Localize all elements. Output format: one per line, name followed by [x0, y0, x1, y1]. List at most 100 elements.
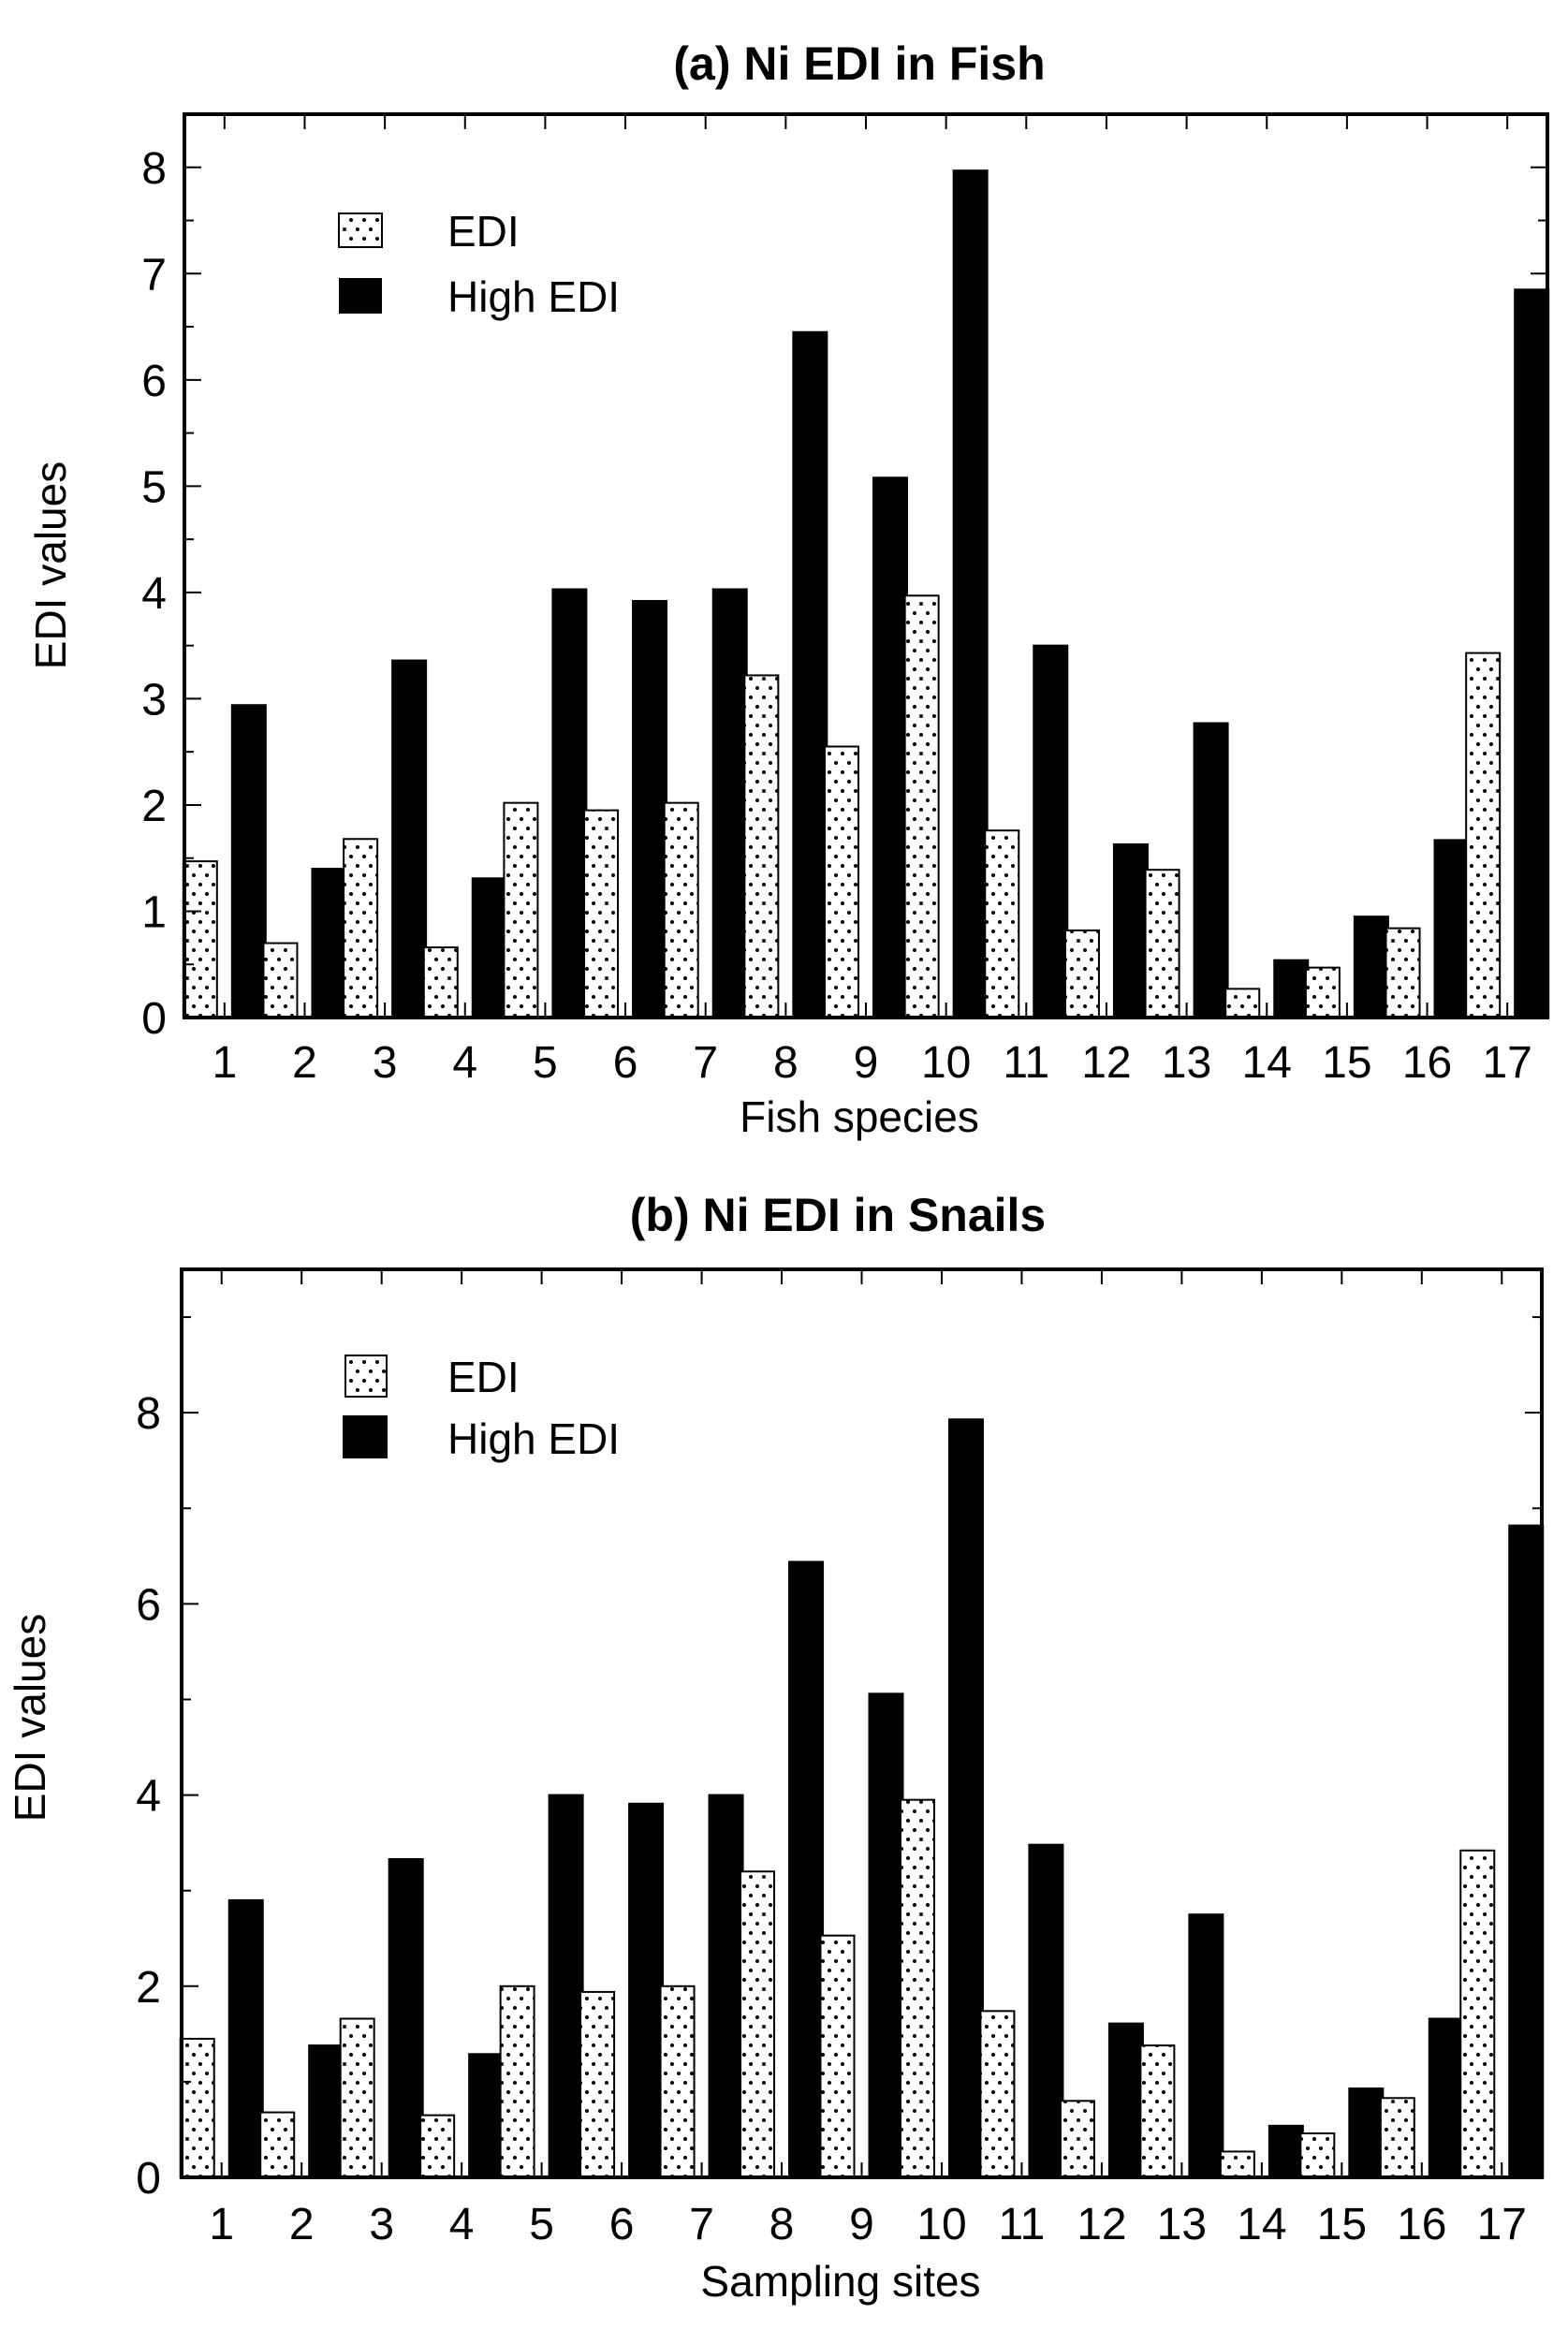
bar-high-edi-10 — [952, 169, 989, 1018]
bar-edi-11 — [979, 2010, 1016, 2179]
x-tick-label: 16 — [1402, 1038, 1452, 1088]
x-tick-label: 5 — [529, 2200, 554, 2249]
bar-edi-16 — [1385, 927, 1421, 1019]
bar-edi-15 — [1304, 966, 1341, 1019]
x-tick-label: 2 — [289, 2200, 315, 2249]
legend-label-edi: EDI — [447, 1353, 520, 1401]
y-tick-label: 2 — [136, 1963, 161, 2013]
bar-edi-2 — [259, 2111, 296, 2178]
bar-edi-2 — [262, 942, 299, 1019]
bar-edi-11 — [984, 829, 1020, 1018]
y-axis-label: EDI values — [6, 1614, 54, 1822]
bar-high-edi-14 — [1268, 2124, 1304, 2178]
bar-edi-7 — [659, 1985, 696, 2179]
y-tick-label: 0 — [136, 2154, 161, 2204]
bars — [182, 169, 1550, 1019]
bar-high-edi-1 — [230, 704, 267, 1018]
legend-swatch-high-edi — [339, 278, 382, 314]
x-tick-label: 10 — [921, 1038, 971, 1088]
x-tick-labels: 1 2 3 4 5 6 7 8 9 10 11 12 13 14 15 16 17 — [209, 2200, 1527, 2249]
bar-edi-1 — [179, 2037, 215, 2178]
legend-swatch-high-edi — [343, 1415, 388, 1458]
bar-edi-14 — [1219, 2150, 1255, 2179]
x-tick-label: 5 — [533, 1038, 558, 1088]
bar-edi-12 — [1059, 2100, 1095, 2178]
chart-title: (b) Ni EDI in Snails — [630, 1189, 1046, 1241]
bar-high-edi-16 — [1428, 2017, 1464, 2179]
x-tick-label: 3 — [373, 1038, 398, 1088]
bar-high-edi-13 — [1188, 1913, 1224, 2179]
bar-edi-3 — [343, 838, 379, 1018]
bar-high-edi-8 — [788, 1560, 825, 2179]
x-tick-label: 9 — [854, 1038, 879, 1088]
legend-label-high-edi: High EDI — [447, 272, 620, 321]
legend: EDI High EDI — [343, 1353, 620, 1463]
x-tick-label: 15 — [1317, 2200, 1367, 2249]
bar-high-edi-2 — [308, 2044, 344, 2178]
x-tick-labels: 1 2 3 4 5 6 7 8 9 10 11 12 13 14 15 16 17 — [212, 1038, 1531, 1088]
x-tick-label: 3 — [369, 2200, 394, 2249]
bar-high-edi-11 — [1028, 1843, 1064, 2179]
x-tick-label: 11 — [1003, 1038, 1049, 1088]
bar-high-edi-8 — [792, 330, 828, 1018]
bar-high-edi-9 — [868, 1692, 904, 2179]
bar-edi-3 — [339, 2017, 375, 2179]
bar-edi-1 — [182, 860, 218, 1018]
bar-edi-6 — [579, 1990, 616, 2178]
bar-high-edi-15 — [1353, 915, 1389, 1018]
y-tick-label: 6 — [136, 1580, 161, 1630]
bar-edi-6 — [583, 809, 620, 1019]
bar-high-edi-3 — [391, 659, 428, 1019]
bar-high-edi-14 — [1273, 959, 1310, 1018]
y-tick-label: 7 — [141, 250, 167, 300]
y-tick-label: 5 — [141, 462, 167, 512]
y-tick-label: 4 — [136, 1772, 161, 1822]
x-tick-label: 14 — [1242, 1038, 1292, 1088]
bar-high-edi-11 — [1033, 644, 1069, 1018]
x-tick-label: 13 — [1157, 2200, 1207, 2249]
bar-high-edi-5 — [551, 588, 588, 1018]
ticks — [182, 1269, 1542, 2178]
bar-edi-12 — [1063, 929, 1100, 1018]
bar-high-edi-10 — [947, 1418, 984, 2179]
bar-edi-7 — [663, 801, 699, 1018]
x-tick-label: 10 — [916, 2200, 966, 2249]
x-tick-label: 2 — [292, 1038, 317, 1088]
x-tick-label: 7 — [693, 1038, 718, 1088]
bar-high-edi-5 — [548, 1794, 584, 2179]
x-tick-label: 1 — [212, 1038, 237, 1088]
x-tick-label: 6 — [609, 2200, 635, 2249]
bar-edi-17 — [1459, 1849, 1496, 2179]
x-tick-label: 9 — [849, 2200, 874, 2249]
bar-high-edi-15 — [1348, 2087, 1385, 2178]
x-tick-label: 17 — [1477, 2200, 1527, 2249]
x-tick-label: 17 — [1482, 1038, 1531, 1088]
y-tick-labels: 0 2 4 6 8 — [136, 1389, 161, 2204]
bar-high-edi-17 — [1508, 1524, 1545, 2178]
bar-edi-10 — [903, 594, 940, 1018]
plot-frame — [183, 112, 1549, 1019]
x-axis-label: Fish species — [740, 1092, 979, 1141]
bar-edi-9 — [819, 1934, 856, 2178]
x-tick-label: 4 — [452, 1038, 477, 1088]
bar-edi-9 — [824, 745, 859, 1018]
bar-high-edi-6 — [628, 1802, 665, 2178]
legend-swatch-edi — [338, 212, 383, 248]
bar-high-edi-4 — [471, 877, 507, 1019]
y-tick-label: 8 — [141, 144, 167, 194]
y-tick-label: 6 — [141, 357, 167, 406]
bar-edi-13 — [1139, 2044, 1176, 2178]
x-tick-label: 6 — [613, 1038, 638, 1088]
chart-title: (a) Ni EDI in Fish — [673, 37, 1045, 90]
bar-edi-5 — [503, 801, 539, 1018]
bar-edi-8 — [740, 1870, 776, 2179]
bar-high-edi-3 — [388, 1857, 424, 2179]
bar-high-edi-4 — [468, 2053, 505, 2178]
ticks — [184, 114, 1547, 1018]
x-tick-label: 13 — [1162, 1038, 1211, 1088]
x-tick-label: 8 — [769, 2200, 795, 2249]
y-tick-label: 3 — [141, 675, 167, 725]
x-axis-label: Sampling sites — [700, 2257, 980, 2306]
